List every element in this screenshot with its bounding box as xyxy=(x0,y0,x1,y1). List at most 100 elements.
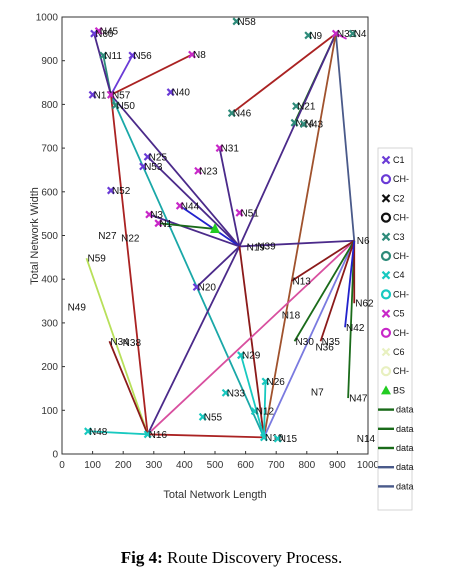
route-line xyxy=(238,246,265,438)
node-label: N29 xyxy=(242,351,261,362)
route-line xyxy=(93,33,112,96)
base-station-marker xyxy=(210,222,220,233)
route-lines xyxy=(85,32,356,439)
legend-entry: data xyxy=(378,424,414,434)
node-label: N60 xyxy=(95,29,114,40)
x-tick-label: 1000 xyxy=(357,460,380,471)
route-line xyxy=(239,239,355,248)
legend-entry: data xyxy=(378,462,414,472)
node-label: N39 xyxy=(257,241,276,252)
node-label: N57 xyxy=(112,90,131,101)
node-label: N8 xyxy=(193,50,206,61)
y-tick-label: 400 xyxy=(41,275,58,286)
caption-text: Route Discovery Process. xyxy=(162,548,343,567)
route-line xyxy=(319,240,356,342)
node-marker xyxy=(198,412,207,421)
route-line xyxy=(238,33,337,247)
node-marker xyxy=(292,102,301,111)
legend-label: C5 xyxy=(393,309,405,319)
node-label: N59 xyxy=(87,254,106,265)
route-line xyxy=(148,213,240,248)
y-tick-label: 1000 xyxy=(36,13,59,24)
x-tick-label: 300 xyxy=(145,460,162,471)
legend-entry: C4 xyxy=(381,270,405,280)
legend-label: CH- xyxy=(393,366,409,376)
route-line xyxy=(108,340,149,435)
node-marker xyxy=(259,433,268,442)
node-label: N6 xyxy=(357,236,370,247)
legend-entry: CH- xyxy=(380,366,409,377)
node-marker xyxy=(143,430,152,439)
node-label: N21 xyxy=(297,102,316,113)
route-line xyxy=(158,222,216,230)
legend-label: data xyxy=(396,405,414,415)
legend-label: C4 xyxy=(393,270,405,280)
x-tick-label: 700 xyxy=(268,460,285,471)
route-line xyxy=(110,94,241,248)
route-line xyxy=(110,53,193,96)
node-label: N46 xyxy=(233,109,252,120)
node-label: N23 xyxy=(199,166,218,177)
node-marker xyxy=(139,162,148,171)
route-line xyxy=(110,94,149,435)
route-line xyxy=(110,94,265,438)
node-marker xyxy=(250,407,259,416)
node-marker xyxy=(237,351,245,360)
legend-label: C2 xyxy=(393,193,405,203)
node-label: N52 xyxy=(112,186,131,197)
legend-entry: CH- xyxy=(380,212,409,223)
y-tick-label: 900 xyxy=(41,56,58,67)
node-marker xyxy=(232,17,241,26)
route-line xyxy=(344,240,356,328)
y-tick-label: 800 xyxy=(41,100,58,111)
node-label: N35 xyxy=(322,337,341,348)
legend-entry: C6 xyxy=(381,347,405,357)
node-label: N15 xyxy=(279,434,298,445)
node-label: N9 xyxy=(309,31,322,42)
node-label: N42 xyxy=(346,323,365,334)
node-label: N14 xyxy=(357,434,376,445)
y-tick-label: 100 xyxy=(41,406,58,417)
x-tick-label: 600 xyxy=(237,460,254,471)
node-label: N32 xyxy=(337,29,356,40)
node-marker xyxy=(273,434,282,443)
route-line xyxy=(196,245,241,288)
legend-entry: CH- xyxy=(380,174,409,185)
node-marker xyxy=(221,388,230,397)
node-label: N30 xyxy=(296,337,315,348)
x-tick-label: 0 xyxy=(59,460,65,471)
node-label: N47 xyxy=(349,394,368,405)
node-label: N27 xyxy=(98,231,117,242)
node-marker xyxy=(227,109,236,118)
node-marker xyxy=(145,210,154,219)
node-label: N49 xyxy=(68,303,87,314)
y-axis-label: Total Network Width xyxy=(29,187,41,285)
legend-entry: data xyxy=(378,405,414,415)
legend-entry: CH- xyxy=(380,250,409,262)
node-marker xyxy=(84,427,92,436)
node-marker xyxy=(235,208,244,217)
route-line xyxy=(334,33,356,241)
node-label: N56 xyxy=(133,51,152,62)
node-label: N25 xyxy=(149,152,168,163)
node-marker xyxy=(261,377,270,386)
node-label: N34 xyxy=(110,337,129,348)
node-marker xyxy=(94,27,103,35)
legend-entry: data xyxy=(378,443,414,453)
y-tick-label: 300 xyxy=(41,318,58,329)
y-tick-label: 0 xyxy=(52,450,58,461)
legend-label: CH- xyxy=(393,213,409,223)
legend-label: CH- xyxy=(393,289,409,299)
node-label: N4 xyxy=(354,29,367,40)
x-tick-label: 200 xyxy=(115,460,132,471)
node-label: N38 xyxy=(123,338,142,349)
axis-ticks: 0 100 200 300 400 500 600 700 800 900 1000 0 100 200 3… xyxy=(36,13,380,472)
node-marker xyxy=(166,88,175,97)
x-tick-label: 500 xyxy=(207,460,224,471)
node-label: N33 xyxy=(227,388,246,399)
node-marker xyxy=(331,29,340,38)
node-label: N22 xyxy=(121,234,140,245)
caption-label: Fig 4: xyxy=(120,548,163,567)
